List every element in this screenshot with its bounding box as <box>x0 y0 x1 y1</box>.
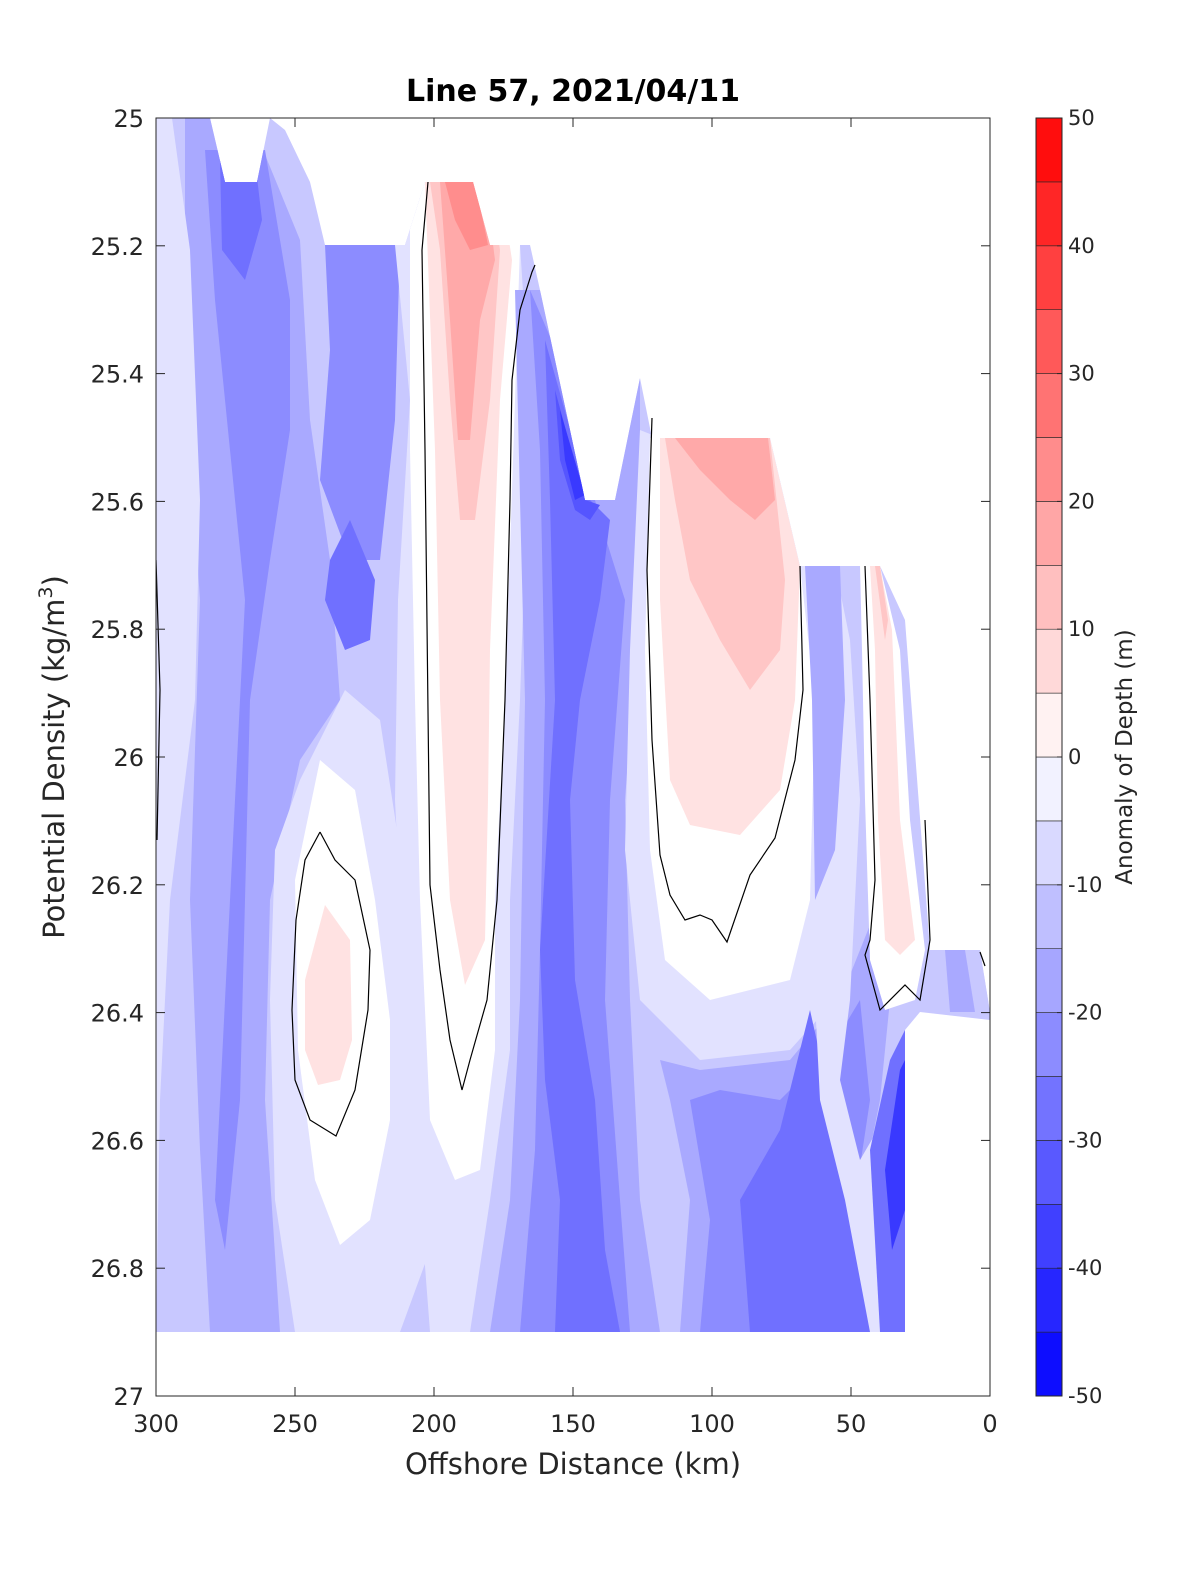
colorbar-band <box>1035 117 1063 183</box>
colorbar-tick-label: 50 <box>1068 106 1095 130</box>
pos-tongue-190-low <box>448 755 478 880</box>
colorbar-band <box>1035 756 1063 822</box>
y-tick-label: 26.6 <box>91 1127 144 1155</box>
y-axis-label: Potential Density (kg/m3) <box>35 575 71 939</box>
colorbar-tick-label: 20 <box>1068 489 1095 513</box>
colorbar-ticks: 50 40 30 20 10 0 -10 -20 -30 -40 -50 <box>1057 106 1102 1408</box>
zero-contour-190 <box>421 181 536 1091</box>
x-tick-label: 250 <box>272 1410 318 1438</box>
x-tick-label: 0 <box>982 1410 997 1438</box>
colorbar-tick-label: -30 <box>1068 1128 1102 1152</box>
colorbar-band <box>1035 1012 1063 1077</box>
zero-contours <box>156 181 986 1137</box>
neg-corridor-150-core <box>540 340 620 1332</box>
colorbar-tick-label: 10 <box>1068 617 1095 641</box>
colorbar-band <box>1035 181 1063 247</box>
zero-contour-east <box>979 951 986 967</box>
colorbar-band <box>1035 1204 1063 1269</box>
x-ticks: 300 250 200 150 100 50 0 <box>133 118 998 1438</box>
y-tick-label: 25.2 <box>91 233 144 261</box>
y-tick-label: 27 <box>113 1383 144 1411</box>
colorbar-tick-label: -20 <box>1068 1001 1102 1025</box>
colorbar-tick-label: -10 <box>1068 873 1102 897</box>
neg-deep-80-core <box>740 1010 875 1332</box>
neg-band-west-core <box>220 160 262 280</box>
x-tick-label: 200 <box>411 1410 457 1438</box>
y-tick-label: 25.8 <box>91 616 144 644</box>
neg-band-mid-core <box>325 520 375 650</box>
neg-band-mid <box>320 245 400 560</box>
pos-tongue-190-peak <box>445 182 488 250</box>
colorbar-tick-label: 40 <box>1068 234 1095 258</box>
y-axis-label-sup: 3 <box>35 586 57 598</box>
colorbar-band <box>1035 628 1063 694</box>
colorbar-band <box>1035 1331 1063 1397</box>
colorbar-band <box>1035 1076 1063 1141</box>
colorbar-band <box>1035 884 1063 949</box>
neg-core-145-max <box>560 410 585 500</box>
nearshore-neg <box>805 566 845 900</box>
colorbar-band <box>1035 373 1063 438</box>
pos-lens-95-core <box>675 438 775 520</box>
zero-contour-240 <box>291 831 371 1137</box>
pale-edge-west <box>156 118 200 1332</box>
colorbar-band <box>1035 1267 1063 1333</box>
y-ticks: 25 25.2 25.4 25.6 25.8 26 26.2 26.4 26.6 26.8 27 <box>91 105 990 1411</box>
neg-nearshore-strong <box>885 1060 905 1250</box>
x-tick-label: 100 <box>689 1410 735 1438</box>
pos-strip-38 <box>870 566 915 955</box>
y-tick-label: 25.4 <box>91 361 144 389</box>
y-tick-label: 26.4 <box>91 1000 144 1028</box>
neg-band-west-inner <box>205 150 290 1250</box>
y-tick-label: 25 <box>113 105 144 133</box>
colorbar <box>1035 117 1063 1397</box>
zero-contour-38 <box>864 565 931 1012</box>
colorbar-band <box>1035 437 1063 502</box>
colorbar-band <box>1035 245 1063 311</box>
colorbar-band <box>1035 1140 1063 1205</box>
colorbar-band <box>1035 501 1063 566</box>
colorbar-band <box>1035 564 1063 630</box>
colorbar-tick-label: -50 <box>1068 1384 1102 1408</box>
x-tick-label: 50 <box>836 1410 867 1438</box>
pos-strip-38-core <box>875 566 888 640</box>
colorbar-band <box>1035 948 1063 1013</box>
y-tick-label: 26.2 <box>91 872 144 900</box>
x-tick-label: 300 <box>133 1410 179 1438</box>
zero-contour-west-edge <box>156 559 161 841</box>
colorbar-tick-label: 30 <box>1068 362 1095 386</box>
colorbar-tick-label: -40 <box>1068 1256 1102 1280</box>
colorbar-band <box>1035 309 1063 374</box>
offshore-east-patch-inner <box>945 950 975 1012</box>
y-tick-label: 26 <box>113 744 144 772</box>
colorbar-tick-label: 0 <box>1068 745 1081 769</box>
x-axis-label: Offshore Distance (km) <box>405 1447 741 1481</box>
x-tick-label: 150 <box>550 1410 596 1438</box>
pos-core-240 <box>305 905 352 1085</box>
y-axis-label-text: Potential Density (kg/m <box>37 599 71 939</box>
chart-title: Line 57, 2021/04/11 <box>406 74 740 109</box>
y-axis-label-close: ) <box>37 575 71 586</box>
y-tick-label: 25.6 <box>91 488 144 516</box>
zero-contour-95 <box>646 417 804 944</box>
y-tick-label: 26.8 <box>91 1255 144 1283</box>
colorbar-band <box>1035 692 1063 758</box>
colorbar-band <box>1035 820 1063 886</box>
colorbar-label: Anomaly of Depth (m) <box>1112 629 1138 884</box>
